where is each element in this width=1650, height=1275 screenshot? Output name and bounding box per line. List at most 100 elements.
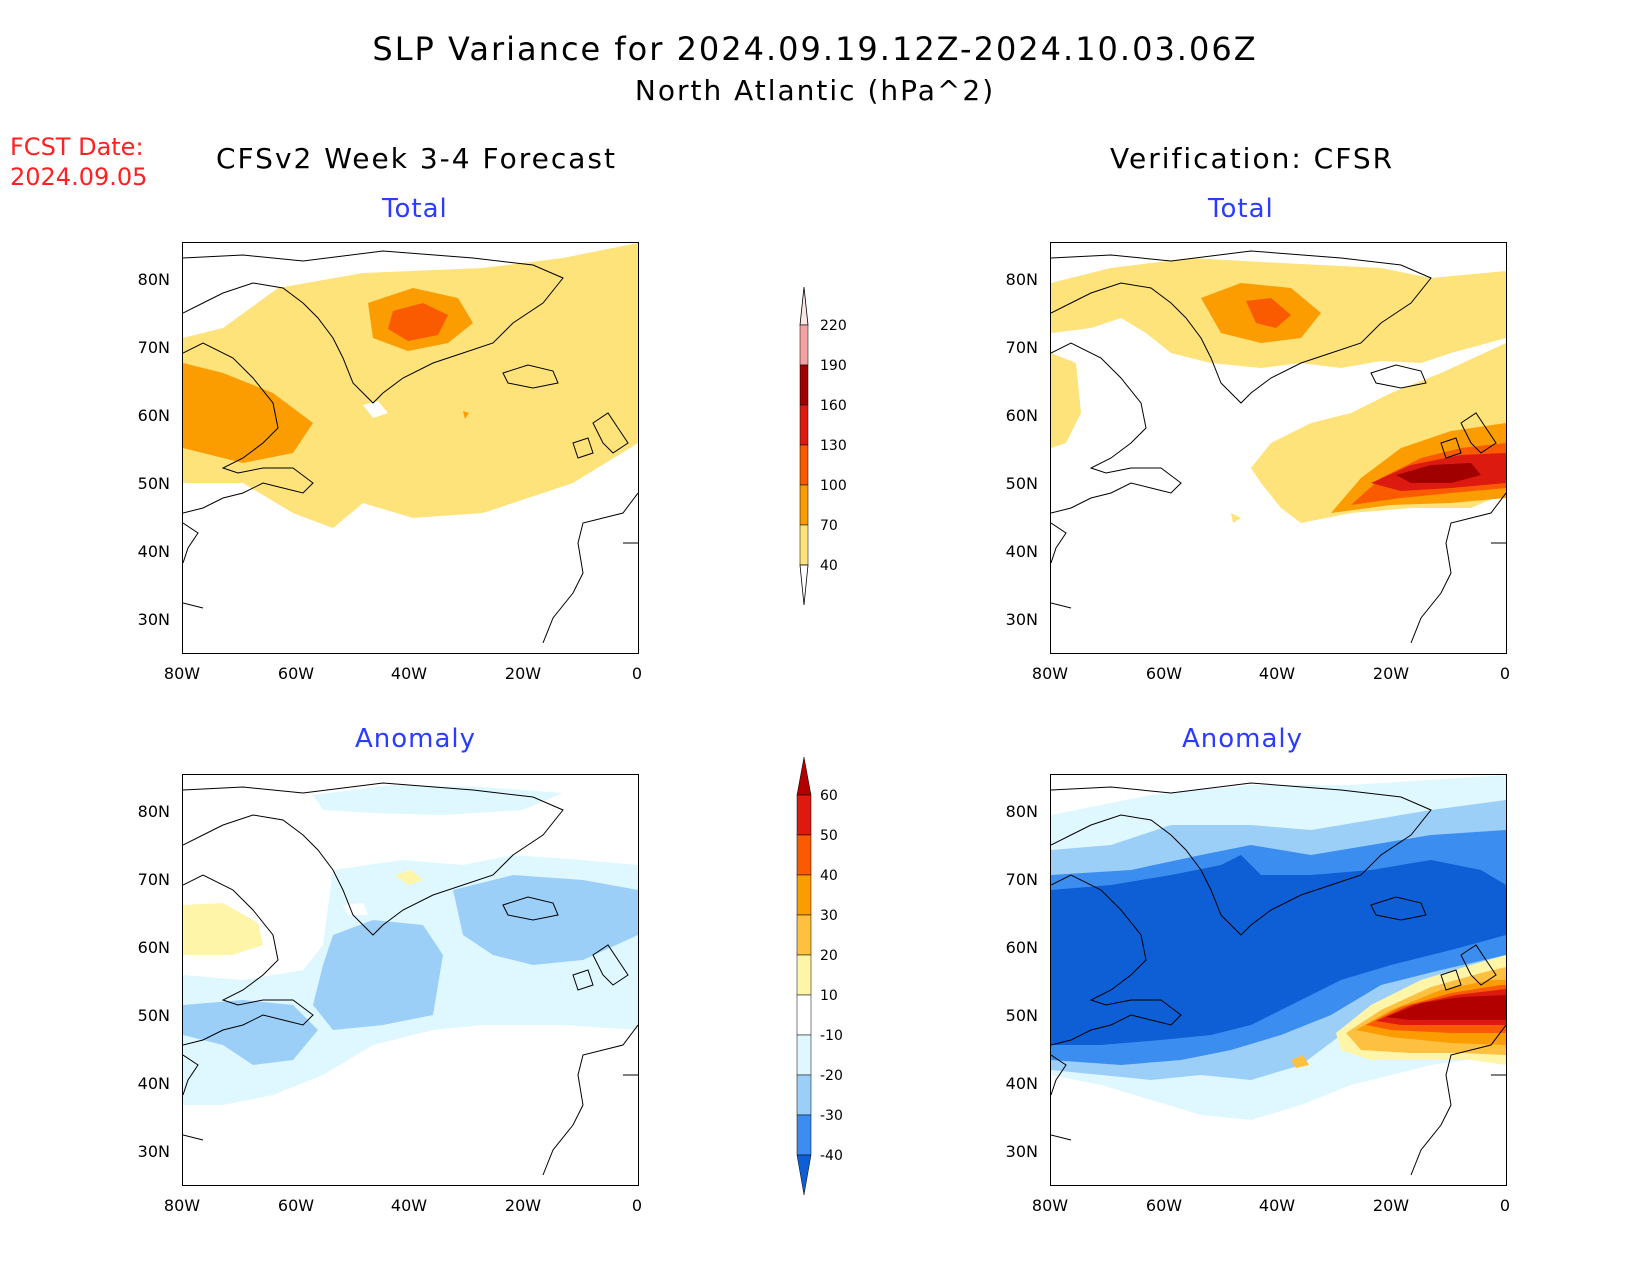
lat-label-40n-ft: 40N — [137, 542, 170, 561]
lon-label-60w-vt: 60W — [1145, 664, 1183, 683]
lat-label-50n-ft: 50N — [137, 474, 170, 493]
lat-label-30n-vt: 30N — [1005, 610, 1038, 629]
lat-label-50n-va: 50N — [1005, 1006, 1038, 1025]
anom-cbar-bottom-arrow — [796, 1154, 812, 1196]
lat-label-30n-va: 30N — [1005, 1142, 1038, 1161]
total-cbar-label-70: 70 — [820, 518, 838, 534]
shade-neg20-east — [453, 875, 638, 965]
fcst-total-title: Total — [382, 194, 448, 224]
lon-label-0-vt: 0 — [1499, 664, 1511, 683]
shade-pos60 — [1386, 995, 1506, 1020]
lon-label-20w-ft: 20W — [504, 664, 542, 683]
shade-neg10-north — [313, 785, 563, 815]
lon-label-80w-ft: 80W — [163, 664, 201, 683]
shade-pos10-west — [183, 903, 263, 955]
fcst-total-map — [182, 242, 639, 654]
lat-label-30n-fa: 30N — [137, 1142, 170, 1161]
total-cbar-190-220 — [799, 324, 809, 366]
anom-cbar-label-neg40: -40 — [820, 1148, 843, 1164]
total-cbar-label-130: 130 — [820, 438, 847, 454]
total-cbar-bottom-arrow — [799, 564, 809, 606]
lon-label-60w-ft: 60W — [277, 664, 315, 683]
shade-neg40 — [1051, 855, 1506, 1045]
anom-cbar-neg10-10 — [796, 994, 812, 1036]
anom-cbar-neg40-neg30 — [796, 1114, 812, 1156]
coastlines — [183, 250, 638, 644]
lon-label-20w-fa: 20W — [504, 1196, 542, 1215]
shade-40 — [183, 243, 638, 528]
lon-label-20w-va: 20W — [1372, 1196, 1410, 1215]
total-cbar-label-160: 160 — [820, 398, 847, 414]
total-cbar-label-40: 40 — [820, 558, 838, 574]
fcst-date-label: FCST Date: — [10, 133, 144, 161]
total-cbar-160-190 — [799, 364, 809, 406]
lat-label-70n-vt: 70N — [1005, 338, 1038, 357]
anom-cbar-label-neg10: -10 — [820, 1028, 843, 1044]
lat-label-50n-fa: 50N — [137, 1006, 170, 1025]
shade-dot — [463, 411, 469, 419]
coastlines — [1051, 250, 1506, 644]
fcst-anomaly-map — [182, 774, 639, 1186]
lon-label-20w-vt: 20W — [1372, 664, 1410, 683]
total-cbar-label-100: 100 — [820, 478, 847, 494]
shade-neg20-west — [183, 1000, 318, 1065]
lat-label-80n-vt: 80N — [1005, 270, 1038, 289]
lat-label-50n-vt: 50N — [1005, 474, 1038, 493]
lat-label-80n-va: 80N — [1005, 802, 1038, 821]
lat-label-40n-fa: 40N — [137, 1074, 170, 1093]
lon-label-0-fa: 0 — [631, 1196, 643, 1215]
verif-anomaly-title: Anomaly — [1182, 724, 1304, 754]
anom-cbar-label-50: 50 — [820, 828, 838, 844]
anom-cbar-40-50 — [796, 834, 812, 876]
lon-label-0-va: 0 — [1499, 1196, 1511, 1215]
shade-dot — [1231, 513, 1241, 523]
anom-cbar-label-neg30: -30 — [820, 1108, 843, 1124]
lat-label-70n-va: 70N — [1005, 870, 1038, 889]
anom-cbar-label-neg20: -20 — [820, 1068, 843, 1084]
lat-label-30n-ft: 30N — [137, 610, 170, 629]
left-column-title: CFSv2 Week 3-4 Forecast — [216, 142, 617, 175]
lat-label-60n-ft: 60N — [137, 406, 170, 425]
coastlines — [183, 782, 638, 1176]
verif-anomaly-map — [1050, 774, 1507, 1186]
right-column-title: Verification: CFSR — [1110, 142, 1395, 175]
total-cbar-label-220: 220 — [820, 318, 847, 334]
anom-cbar-label-30: 30 — [820, 908, 838, 924]
lon-label-80w-va: 80W — [1031, 1196, 1069, 1215]
lon-label-40w-vt: 40W — [1258, 664, 1296, 683]
anom-cbar-label-60: 60 — [820, 788, 838, 804]
total-cbar-40-70 — [799, 524, 809, 566]
total-cbar-130-160 — [799, 404, 809, 446]
fcst-date-value: 2024.09.05 — [10, 163, 148, 191]
lat-label-40n-va: 40N — [1005, 1074, 1038, 1093]
main-subtitle: North Atlantic (hPa^2) — [634, 74, 996, 107]
lat-label-60n-va: 60N — [1005, 938, 1038, 957]
anom-cbar-10-20 — [796, 954, 812, 996]
lon-label-80w-vt: 80W — [1031, 664, 1069, 683]
shade-pos10-small — [395, 870, 423, 885]
lon-label-60w-va: 60W — [1145, 1196, 1183, 1215]
anom-cbar-label-40: 40 — [820, 868, 838, 884]
total-cbar-top-arrow — [799, 286, 809, 326]
anom-cbar-label-10: 10 — [820, 988, 838, 1004]
lon-label-0-ft: 0 — [631, 664, 643, 683]
main-title: SLP Variance for 2024.09.19.12Z-2024.10.… — [372, 30, 1258, 68]
lat-label-70n-ft: 70N — [137, 338, 170, 357]
lat-label-70n-fa: 70N — [137, 870, 170, 889]
anom-cbar-neg20-neg10 — [796, 1034, 812, 1076]
lat-label-80n-ft: 80N — [137, 270, 170, 289]
lat-label-40n-vt: 40N — [1005, 542, 1038, 561]
shade-70-west — [183, 363, 313, 463]
shade-100-greenland — [1246, 298, 1291, 328]
shade-white-hole — [363, 401, 388, 418]
anom-cbar-top-arrow — [796, 756, 812, 796]
lat-label-80n-fa: 80N — [137, 802, 170, 821]
anom-cbar-50-60 — [796, 794, 812, 836]
anom-cbar-30-40 — [796, 874, 812, 916]
shade-neg20-center — [313, 920, 443, 1030]
lon-label-80w-fa: 80W — [163, 1196, 201, 1215]
verif-total-map — [1050, 242, 1507, 654]
total-colorbar — [799, 286, 809, 606]
lon-label-40w-va: 40W — [1258, 1196, 1296, 1215]
lat-label-60n-vt: 60N — [1005, 406, 1038, 425]
